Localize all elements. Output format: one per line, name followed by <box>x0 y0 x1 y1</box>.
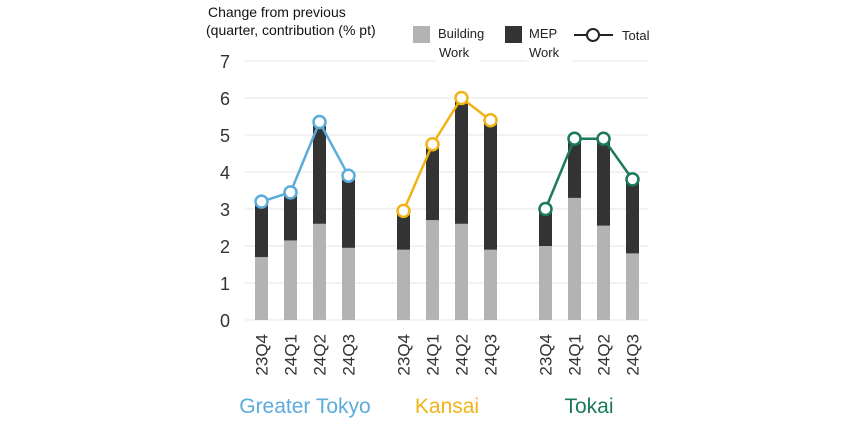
legend-label-mep-1: MEP <box>529 26 557 41</box>
bar-building-greater-tokyo-24Q3 <box>342 247 355 320</box>
y-axis-title-line-2: (quarter, contribution (% pt) <box>206 22 376 38</box>
bar-building-kansai-24Q2 <box>455 223 468 320</box>
total-marker-greater-tokyo-24Q3 <box>341 168 356 183</box>
legend-label-building-1: Building <box>438 26 484 41</box>
total-marker-kansai-24Q2 <box>454 90 469 106</box>
bar-mep-tokai-23Q4 <box>539 209 552 246</box>
x-tick-label-greater-tokyo-24Q3: 24Q3 <box>340 334 359 376</box>
total-marker-tokai-24Q1 <box>567 131 582 146</box>
legend-label-total: Total <box>622 28 650 43</box>
x-tick-label-kansai-23Q4: 23Q4 <box>395 334 414 376</box>
bar-mep-greater-tokyo-24Q3 <box>342 175 355 248</box>
bars <box>255 98 639 320</box>
x-tick-label-greater-tokyo-23Q4: 23Q4 <box>253 334 272 376</box>
y-tick-label: 2 <box>220 237 230 257</box>
total-marker-kansai-23Q4 <box>396 203 411 219</box>
y-tick-label: 6 <box>220 89 230 109</box>
legend: Building Work MEP Work Total <box>413 26 650 60</box>
legend-swatch-mep <box>505 26 522 43</box>
x-tick-label-tokai-24Q3: 24Q3 <box>624 334 643 376</box>
group-label-greater-tokyo: Greater Tokyo <box>239 395 371 418</box>
x-tick-label-greater-tokyo-24Q2: 24Q2 <box>311 334 330 376</box>
bar-mep-tokai-24Q2 <box>597 138 610 226</box>
bar-building-kansai-23Q4 <box>397 249 410 320</box>
legend-label-mep-2: Work <box>529 45 560 60</box>
total-line-kansai <box>402 96 492 212</box>
bar-mep-kansai-24Q3 <box>484 120 497 250</box>
y-tick-label: 3 <box>220 200 230 220</box>
gridlines <box>245 59 648 321</box>
bar-building-greater-tokyo-24Q1 <box>284 240 297 320</box>
total-marker-tokai-23Q4 <box>538 201 553 217</box>
group-label-tokai: Tokai <box>564 395 613 418</box>
legend-gap <box>527 59 573 64</box>
bar-mep-greater-tokyo-24Q2 <box>313 122 326 224</box>
y-tick-label: 1 <box>220 274 230 294</box>
legend-swatch-building <box>413 26 430 43</box>
total-marker-tokai-24Q2 <box>596 131 611 146</box>
bar-mep-tokai-24Q1 <box>568 138 581 198</box>
bar-building-tokai-24Q1 <box>568 197 581 320</box>
total-line-tokai <box>544 137 634 210</box>
bar-mep-kansai-24Q1 <box>426 144 439 221</box>
bar-building-kansai-24Q3 <box>484 249 497 320</box>
x-tick-label-kansai-24Q1: 24Q1 <box>424 334 443 376</box>
total-marker-greater-tokyo-24Q2 <box>312 114 327 130</box>
total-marker-greater-tokyo-23Q4 <box>254 194 269 209</box>
bar-building-tokai-24Q3 <box>626 253 639 320</box>
y-tick-label: 4 <box>220 163 230 183</box>
x-tick-label-kansai-24Q2: 24Q2 <box>453 334 472 376</box>
bar-mep-greater-tokyo-24Q1 <box>284 192 297 241</box>
group-label-kansai: Kansai <box>415 395 479 418</box>
x-tick-label-kansai-24Q3: 24Q3 <box>482 334 501 376</box>
y-tick-label: 7 <box>220 52 230 72</box>
legend-marker-total <box>586 28 600 42</box>
x-tick-label-greater-tokyo-24Q1: 24Q1 <box>282 334 301 376</box>
y-tick-label: 0 <box>220 311 230 331</box>
legend-gap <box>436 59 480 64</box>
y-axis-title-line-1: Change from previous <box>208 4 346 20</box>
bar-mep-tokai-24Q3 <box>626 179 639 254</box>
legend-label-building-2: Work <box>439 45 470 60</box>
x-tick-label-tokai-23Q4: 23Q4 <box>537 334 556 376</box>
bar-mep-kansai-24Q2 <box>455 98 468 224</box>
total-marker-kansai-24Q3 <box>483 112 498 128</box>
y-tick-label: 5 <box>220 126 230 146</box>
y-axis-title: Change from previous (quarter, contribut… <box>206 4 376 38</box>
bar-building-greater-tokyo-24Q2 <box>313 223 326 320</box>
x-tick-label-tokai-24Q1: 24Q1 <box>566 334 585 376</box>
bar-building-tokai-23Q4 <box>539 246 552 320</box>
total-marker-tokai-24Q3 <box>625 172 640 187</box>
total-marker-greater-tokyo-24Q1 <box>283 185 298 200</box>
y-axis-ticks: 0 1 2 3 4 5 6 7 <box>220 52 230 331</box>
bar-building-kansai-24Q1 <box>426 220 439 320</box>
bar-mep-kansai-23Q4 <box>397 210 410 250</box>
bar-mep-greater-tokyo-23Q4 <box>255 201 268 258</box>
total-lines <box>254 90 640 219</box>
bar-building-greater-tokyo-23Q4 <box>255 257 268 320</box>
bar-building-tokai-24Q2 <box>597 225 610 320</box>
group-labels: Greater Tokyo Kansai Tokai <box>239 395 613 418</box>
total-line-greater-tokyo <box>261 119 350 203</box>
x-tick-label-tokai-24Q2: 24Q2 <box>595 334 614 376</box>
x-axis-labels: 23Q4 24Q1 24Q2 24Q3 23Q4 24Q1 24Q2 24Q3 23Q4 24Q1… <box>253 334 643 376</box>
total-marker-kansai-24Q1 <box>425 137 440 152</box>
